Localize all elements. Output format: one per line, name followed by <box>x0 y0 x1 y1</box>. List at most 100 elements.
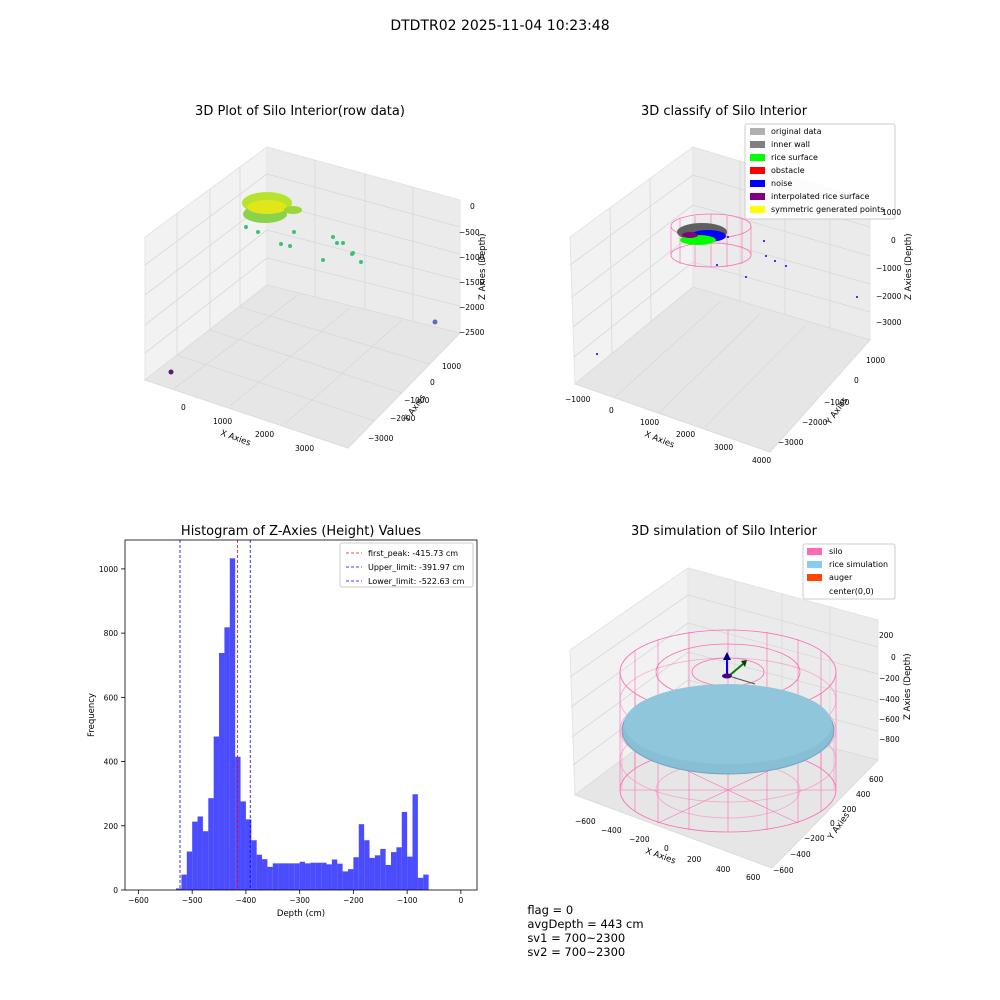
simulation-ytick: 600 <box>869 775 884 784</box>
simulation-legend <box>802 543 896 600</box>
histogram-bar <box>192 821 198 890</box>
histogram-bar <box>374 855 381 890</box>
raw-ytick: −3000 <box>368 434 394 443</box>
histogram-bar <box>256 854 263 890</box>
legend-label: obstacle <box>771 166 805 175</box>
sv1-status: sv1 = 700~2300 <box>527 931 626 945</box>
histogram-bar <box>181 874 187 890</box>
histogram-bar <box>396 847 402 890</box>
simulation-ztick: −400 <box>879 695 900 704</box>
classify-ztick: −2000 <box>876 292 902 301</box>
flag-status: flag = 0 <box>527 903 574 917</box>
raw-plot-title: 3D Plot of Silo Interior(row data) <box>195 104 405 119</box>
histogram-legend <box>339 542 474 588</box>
histogram-ytick: 400 <box>104 758 119 767</box>
histogram-bar <box>229 558 236 890</box>
histogram-bar <box>401 811 408 890</box>
legend-label: noise <box>771 179 792 188</box>
classify-3d-plot[interactable]: original data inner wall rice surface ob… <box>560 122 914 472</box>
simulation-ztick: −800 <box>879 735 900 744</box>
histogram-bar <box>315 862 322 890</box>
raw-xtick: 0 <box>181 403 186 412</box>
simulation-zlabel: Z Axies (Depth) <box>903 653 913 720</box>
simulation-xtick: 600 <box>746 873 761 882</box>
legend-label: center(0,0) <box>829 587 874 596</box>
legend-label: silo <box>829 547 843 556</box>
legend-swatch <box>750 128 765 135</box>
histogram-ylabel: Frequency <box>87 693 97 737</box>
classify-zlabel: Z Axies (Depth) <box>904 233 914 300</box>
histogram-bar <box>364 840 370 890</box>
histogram-bar <box>342 871 349 890</box>
histogram-bar <box>283 863 289 890</box>
classify-xtick: −1000 <box>565 395 591 404</box>
classify-ztick: −3000 <box>876 318 902 327</box>
classify-ztick: 0 <box>891 236 896 245</box>
histogram-ytick: 600 <box>104 693 119 702</box>
raw-ztick: 0 <box>470 202 475 211</box>
histogram-bar <box>391 852 397 890</box>
histogram-bar <box>385 864 392 890</box>
simulation-ytick: 0 <box>830 819 835 828</box>
legend-swatch <box>750 206 765 213</box>
histogram-bar <box>369 857 375 890</box>
legend-swatch <box>750 141 765 148</box>
histogram-bar <box>197 816 203 890</box>
histogram-ytick: 0 <box>113 886 118 895</box>
legend-label: first_peak: -415.73 cm <box>368 549 458 558</box>
histogram-bar <box>262 859 268 890</box>
simulation-ytick: −600 <box>773 866 794 875</box>
simulation-xtick: −600 <box>575 817 596 826</box>
histogram-bar <box>224 627 230 890</box>
histogram-xtick: −400 <box>236 896 257 905</box>
histogram-bar <box>251 840 257 890</box>
histogram-ytick: 800 <box>104 629 119 638</box>
raw-ztick: −500 <box>459 228 480 237</box>
sv2-status: sv2 = 700~2300 <box>527 945 626 959</box>
legend-label: original data <box>771 127 822 136</box>
histogram-bar <box>326 864 332 890</box>
figure-title: DTDTR02 2025-11-04 10:23:48 <box>390 18 610 34</box>
histogram-xtick: −500 <box>182 896 203 905</box>
simulation-ztick: −200 <box>879 674 900 683</box>
simulation-xtick: 0 <box>664 844 669 853</box>
simulation-ytick: 400 <box>856 790 871 799</box>
raw-xlabel: X Axies <box>219 428 252 448</box>
legend-label: Upper_limit: -391.97 cm <box>368 563 465 572</box>
raw-3d-plot[interactable]: 0 1000 2000 3000 1000 0 −1000 −2000 −300… <box>140 140 488 460</box>
raw-xtick: 3000 <box>295 444 314 453</box>
simulation-ztick: −600 <box>879 715 900 724</box>
simulation-3d-plot[interactable]: silo rice simulation auger center(0,0) −… <box>560 540 920 882</box>
histogram-bar <box>305 863 311 890</box>
raw-ztick: −2000 <box>459 303 485 312</box>
histogram-bar <box>176 888 182 890</box>
legend-swatch <box>807 548 822 555</box>
histogram-bar <box>272 863 279 890</box>
legend-swatch <box>750 167 765 174</box>
histogram-bar <box>202 831 209 890</box>
classify-ytick: −3000 <box>778 438 804 447</box>
histogram-ytick: 200 <box>104 822 119 831</box>
raw-xtick: 2000 <box>255 430 274 439</box>
raw-xtick: 1000 <box>213 417 232 426</box>
legend-label: interpolated rice surface <box>771 192 869 201</box>
classify-legend <box>744 123 896 220</box>
histogram-bar <box>240 801 246 890</box>
simulation-ytick: −200 <box>804 834 825 843</box>
classify-ztick: 1000 <box>882 208 901 217</box>
raw-ztick: −1000 <box>459 253 485 262</box>
histogram-bar <box>299 861 306 890</box>
legend-label: rice simulation <box>829 560 888 569</box>
histogram-chart[interactable]: −600 −500 −400 −300 −200 −100 0 0 200 400 600 800 10… <box>80 535 490 920</box>
simulation-xlabel: X Axies <box>644 846 677 866</box>
classify-xtick: 2000 <box>676 430 695 439</box>
simulation-plot-title: 3D simulation of Silo Interior <box>631 524 817 539</box>
histogram-bar <box>353 857 359 890</box>
histogram-bar <box>417 877 424 890</box>
raw-ztick: −1500 <box>459 278 485 287</box>
raw-ytick: −1000 <box>404 396 430 405</box>
simulation-xtick: −200 <box>629 835 650 844</box>
histogram-bar <box>407 856 413 890</box>
histogram-xtick: −200 <box>343 896 364 905</box>
classify-xlabel: X Axies <box>643 430 676 451</box>
